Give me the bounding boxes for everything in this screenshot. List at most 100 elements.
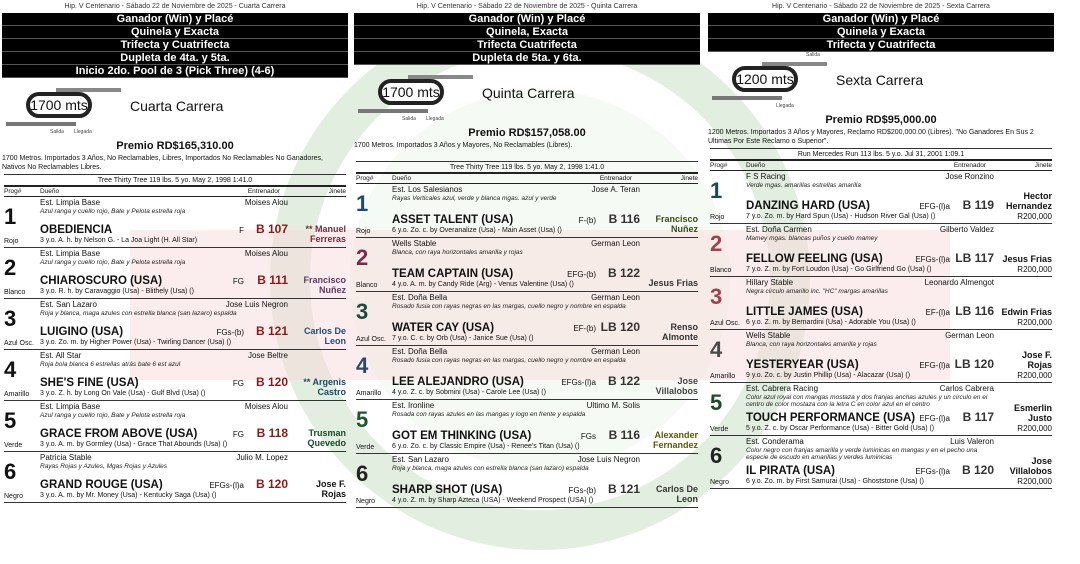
saddle-color: Verde	[4, 442, 23, 449]
jockey: Carlos De Leon	[303, 326, 346, 346]
weight: B 119	[962, 198, 994, 212]
owner: Est. Doña Bella	[392, 293, 448, 302]
silks-description: Blanca, con raya horizontales amarilla y…	[746, 341, 877, 348]
silks-description: Blanca, con raya horizontales amarilla y…	[392, 249, 523, 256]
saddle-color: Azul Osc.	[710, 320, 740, 327]
entry-row[interactable]: 2 Blanco Wells Stable German Leon Blanca,…	[356, 238, 698, 292]
bet-type: Ganador (Win) y Placé	[708, 13, 1054, 26]
jockey: Renso Almonte	[662, 322, 698, 342]
silks-description: Roja y blanca, maga azules con estrella …	[40, 310, 237, 317]
owner: Est. Limpia Base	[40, 198, 101, 207]
entry-row[interactable]: 3 Azul Osc. Hillary Stable Leonardo Almen…	[710, 277, 1052, 330]
medication: EFGs-(l)a	[209, 481, 244, 490]
bet-type: Quinela y Exacta	[708, 26, 1054, 39]
race-column-5: Hip. V Centenario - Sábado 22 de Noviemb…	[352, 0, 702, 508]
medication: FGs-(b)	[568, 486, 596, 495]
entry-row[interactable]: 1 Rojo Est. Limpia Base Moises Alou Azul …	[4, 197, 346, 248]
trainer: Luis Valeron	[950, 437, 994, 446]
race-name: Quinta Carrera	[482, 85, 575, 101]
trainer: Leonardo Almengot	[924, 278, 994, 287]
bet-type: Trifecta y Cuatrifecta	[708, 39, 1054, 52]
saddle-color: Negro	[356, 498, 376, 505]
owner: Wells Stable	[746, 331, 791, 340]
medication: EFGs-(l)a	[915, 467, 950, 476]
trainer: Moises Alou	[244, 198, 288, 207]
bet-type: Inicio 2do. Pool de 3 (Pick Three) (4-6)	[2, 65, 348, 78]
horse-name: SHARP SHOT (USA)	[392, 484, 503, 496]
saddle-color: Negro	[4, 493, 24, 500]
col-jockey: Jinete	[1034, 162, 1052, 169]
saddle-color: Rojo	[4, 238, 19, 245]
jockey: Jesus Frias	[648, 278, 698, 288]
bet-type: Trifecta Cuatrifecta	[354, 39, 700, 52]
claim-price: R200,000	[1017, 265, 1052, 274]
horse-name: FELLOW FEELING (USA)	[746, 253, 883, 265]
table-header: Prog# Dueño Entrenador Jinete	[4, 187, 346, 197]
jockey: Jesus Frias	[1002, 254, 1052, 264]
silks-description: Rosada con rayas azules en las mangas y …	[392, 411, 586, 418]
jockey: Alexander Fernandez	[652, 430, 698, 450]
col-owner: Dueño	[40, 188, 60, 195]
saddle-color: Amarillo	[356, 390, 382, 397]
owner: Est. Doña Bella	[392, 347, 448, 356]
entry-row[interactable]: 3 Azul Osc. Est. Doña Bella German Leon R…	[356, 292, 698, 346]
horse-name: LITTLE JAMES (USA)	[746, 306, 863, 318]
table-header: Prog# Dueño Entrenador Jinete	[710, 161, 1052, 171]
owner: Est. San Lazaro	[40, 300, 97, 309]
jockey: Francisco Nuñez	[655, 214, 698, 234]
horse-name: GRACE FROM ABOVE (USA)	[40, 428, 198, 440]
entry-row[interactable]: 5 Verde Est. Limpia Base Moises Alou Azul…	[4, 401, 346, 452]
entry-row[interactable]: 1 Rojo Est. Los Salesianos Jose A. Teran …	[356, 184, 698, 238]
claim-price: R200,000	[1017, 318, 1052, 327]
entry-row[interactable]: 5 Verde Est. Cabrera Racing Carlos Cabrer…	[710, 383, 1052, 436]
silks-description: Rosado fusia con rayas negras en las mar…	[392, 303, 626, 310]
program-number: 6	[356, 461, 369, 486]
entry-row[interactable]: 2 Blanco Est. Doña Carmen Gilberto Valdez…	[710, 224, 1052, 277]
owner: Est. Cabrera Racing	[746, 384, 819, 393]
col-owner: Dueño	[392, 175, 412, 182]
pedigree: 6 y.o. Zo. c. by Overanalize (Usa) - Mai…	[392, 227, 562, 234]
horse-name: WATER CAY (USA)	[392, 322, 495, 334]
pedigree: 4 y.o. Z. m. by Sharp Azteca (USA) - Wee…	[392, 497, 594, 504]
program-number: 6	[710, 443, 723, 468]
program-number: 2	[356, 245, 369, 270]
distance-badge: 1200 mts	[732, 66, 798, 92]
entry-row[interactable]: 6 Negro Est. San Lazaro Jose Luis Negron …	[356, 454, 698, 508]
jockey: Francisco Nuñez	[303, 275, 346, 295]
weight: LB 116	[955, 304, 994, 318]
entry-row[interactable]: 4 Amarillo Wells Stable German Leon Blanc…	[710, 330, 1052, 383]
entry-row[interactable]: 2 Blanco Est. Limpia Base Moises Alou Azu…	[4, 248, 346, 299]
table-header: Prog# Dueño Entrenador Jinete	[356, 174, 698, 184]
entry-row[interactable]: 6 Negro Patricia Stable Julio M. Lopez Ra…	[4, 452, 346, 503]
claim-price: R200,000	[1017, 477, 1052, 486]
weight: LB 120	[600, 320, 640, 334]
weight: B 120	[961, 463, 994, 477]
entry-row[interactable]: 6 Negro Est. Conderama Luis Valeron Color…	[710, 436, 1052, 489]
bet-type: Quinela y Exacta	[2, 26, 348, 39]
weight: B 111	[257, 273, 288, 287]
entry-row[interactable]: 4 Amarillo Est. All Star Jose Beltre Roja…	[4, 350, 346, 401]
pedigree: 3 y.o. Zo. m. by Higher Power (Usa) - Tw…	[40, 339, 232, 346]
bet-type: Ganador (Win) y Placé	[354, 13, 700, 26]
race-name: Sexta Carrera	[836, 72, 924, 88]
program-number: 3	[4, 306, 17, 331]
silks-description: Rayas Verticales azul, verde y blanca mg…	[392, 195, 557, 202]
trainer: Julio M. Lopez	[236, 453, 288, 462]
claim-price: R200,000	[1017, 371, 1052, 380]
col-prog: Prog#	[4, 188, 22, 195]
horse-name: TEAM CAPTAIN (USA)	[392, 268, 514, 280]
entry-row[interactable]: 1 Rojo F S Racing Jose Ronzino Verde mgas…	[710, 171, 1052, 224]
weight: B 120	[255, 477, 288, 491]
bet-type: Dupleta de 5ta. y 6ta.	[354, 52, 700, 65]
silks-description: Rosado fusia con rayas negras en las mar…	[392, 357, 626, 364]
entry-row[interactable]: 5 Verde Est. Ironline Ultimo M. Solis Ros…	[356, 400, 698, 454]
race-conditions: 1700 Metros. Importados 3 Años, No Recla…	[2, 155, 323, 171]
col-trainer: Entrenador	[599, 175, 632, 182]
trainer: Moises Alou	[244, 402, 288, 411]
bet-type: Trifecta y Cuatrifecta	[2, 39, 348, 52]
entry-row[interactable]: 3 Azul Osc. Est. San Lazaro Jose Luis Neg…	[4, 299, 346, 350]
saddle-color: Blanco	[356, 282, 378, 289]
track-record: Run Mercedes Run 113 lbs. 5 y.o. Jul 31,…	[710, 148, 1052, 161]
entry-row[interactable]: 4 Amarillo Est. Doña Bella German Leon Ro…	[356, 346, 698, 400]
distance-badge: 1700 mts	[26, 92, 92, 118]
